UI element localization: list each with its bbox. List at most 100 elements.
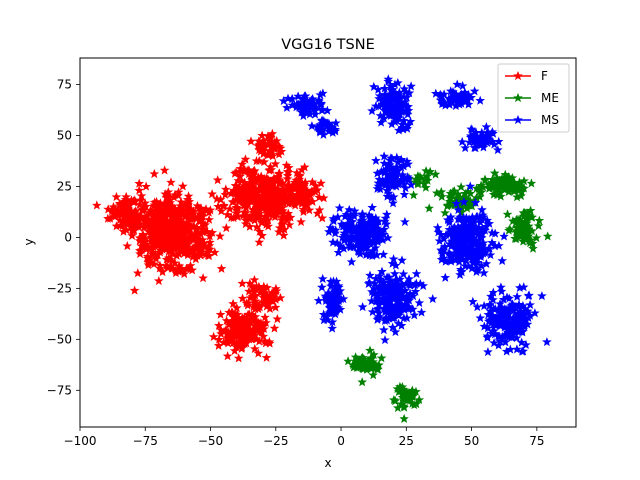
data-point — [467, 296, 478, 306]
data-point — [184, 207, 195, 217]
data-point — [343, 356, 353, 366]
data-point — [148, 201, 159, 211]
data-point — [157, 267, 168, 277]
data-point — [140, 216, 151, 226]
data-point — [488, 287, 499, 297]
data-point — [470, 197, 481, 207]
data-point — [517, 223, 528, 233]
data-point — [176, 221, 187, 231]
data-point — [427, 293, 438, 304]
data-point — [183, 191, 194, 201]
data-point — [489, 168, 500, 178]
data-point — [362, 362, 373, 372]
data-point — [478, 142, 489, 152]
data-point — [383, 188, 394, 198]
data-point — [495, 188, 506, 198]
data-point — [333, 302, 344, 313]
data-point — [400, 96, 411, 106]
data-point — [215, 194, 226, 204]
data-point — [531, 232, 542, 243]
data-point — [316, 178, 326, 188]
data-point — [475, 217, 485, 227]
data-point — [368, 370, 379, 380]
data-point — [256, 214, 267, 224]
data-point — [170, 216, 180, 226]
data-point — [250, 304, 261, 314]
x-axis-label: x — [324, 456, 331, 470]
data-point — [392, 94, 403, 105]
data-point — [270, 159, 281, 169]
data-point — [294, 171, 305, 181]
data-point — [355, 248, 366, 258]
data-point — [377, 266, 387, 276]
data-point — [397, 119, 408, 129]
data-point — [233, 353, 244, 363]
data-point — [271, 135, 282, 145]
data-point — [366, 353, 376, 363]
data-point — [382, 282, 393, 292]
data-point — [492, 172, 502, 183]
data-point — [173, 187, 184, 197]
data-point — [237, 195, 247, 205]
data-point — [405, 280, 416, 290]
data-point — [497, 319, 508, 329]
data-point — [400, 216, 410, 227]
data-point — [249, 195, 260, 205]
chart-title: VGG16 TSNE — [281, 37, 375, 53]
data-point — [327, 317, 338, 327]
data-point — [251, 156, 262, 166]
data-point — [334, 203, 345, 213]
data-point — [214, 334, 224, 344]
data-point — [193, 246, 204, 256]
data-point — [264, 165, 274, 175]
data-point — [266, 138, 277, 148]
legend-item-f: F — [505, 69, 548, 83]
data-point — [424, 203, 434, 213]
data-point — [486, 316, 497, 326]
data-point — [456, 89, 467, 99]
data-point — [133, 215, 144, 225]
data-point — [435, 95, 446, 105]
data-point — [519, 183, 529, 193]
data-point — [346, 256, 357, 266]
data-point — [495, 309, 506, 319]
legend-marker — [513, 93, 523, 103]
data-point — [163, 246, 174, 256]
data-point — [373, 216, 384, 226]
data-point — [523, 221, 534, 231]
data-point — [357, 209, 368, 219]
data-point — [466, 124, 477, 134]
data-point — [310, 105, 320, 115]
data-point — [250, 300, 261, 310]
data-point — [377, 235, 388, 245]
data-point — [374, 300, 384, 310]
data-point — [156, 206, 166, 216]
x-tick-label: −75 — [133, 434, 158, 448]
data-point — [213, 340, 224, 350]
data-point — [138, 229, 148, 239]
data-point — [297, 187, 308, 197]
data-point — [268, 194, 279, 204]
data-point — [164, 231, 174, 242]
data-point — [371, 231, 381, 241]
data-point — [497, 175, 507, 185]
data-point — [278, 95, 289, 106]
data-point — [344, 234, 354, 244]
data-point — [522, 306, 533, 316]
data-point — [270, 207, 281, 218]
data-point — [411, 268, 422, 278]
data-point — [488, 128, 498, 138]
data-point — [142, 253, 153, 263]
data-point — [232, 322, 243, 332]
data-point — [116, 207, 126, 217]
data-point — [425, 166, 435, 176]
data-point — [314, 96, 324, 106]
data-point — [487, 310, 498, 320]
x-tick-label: −25 — [263, 434, 288, 448]
data-point — [255, 326, 265, 336]
data-point — [231, 316, 242, 326]
data-point — [344, 204, 355, 214]
data-point — [515, 320, 525, 330]
data-point — [478, 238, 489, 248]
data-point — [281, 160, 292, 170]
